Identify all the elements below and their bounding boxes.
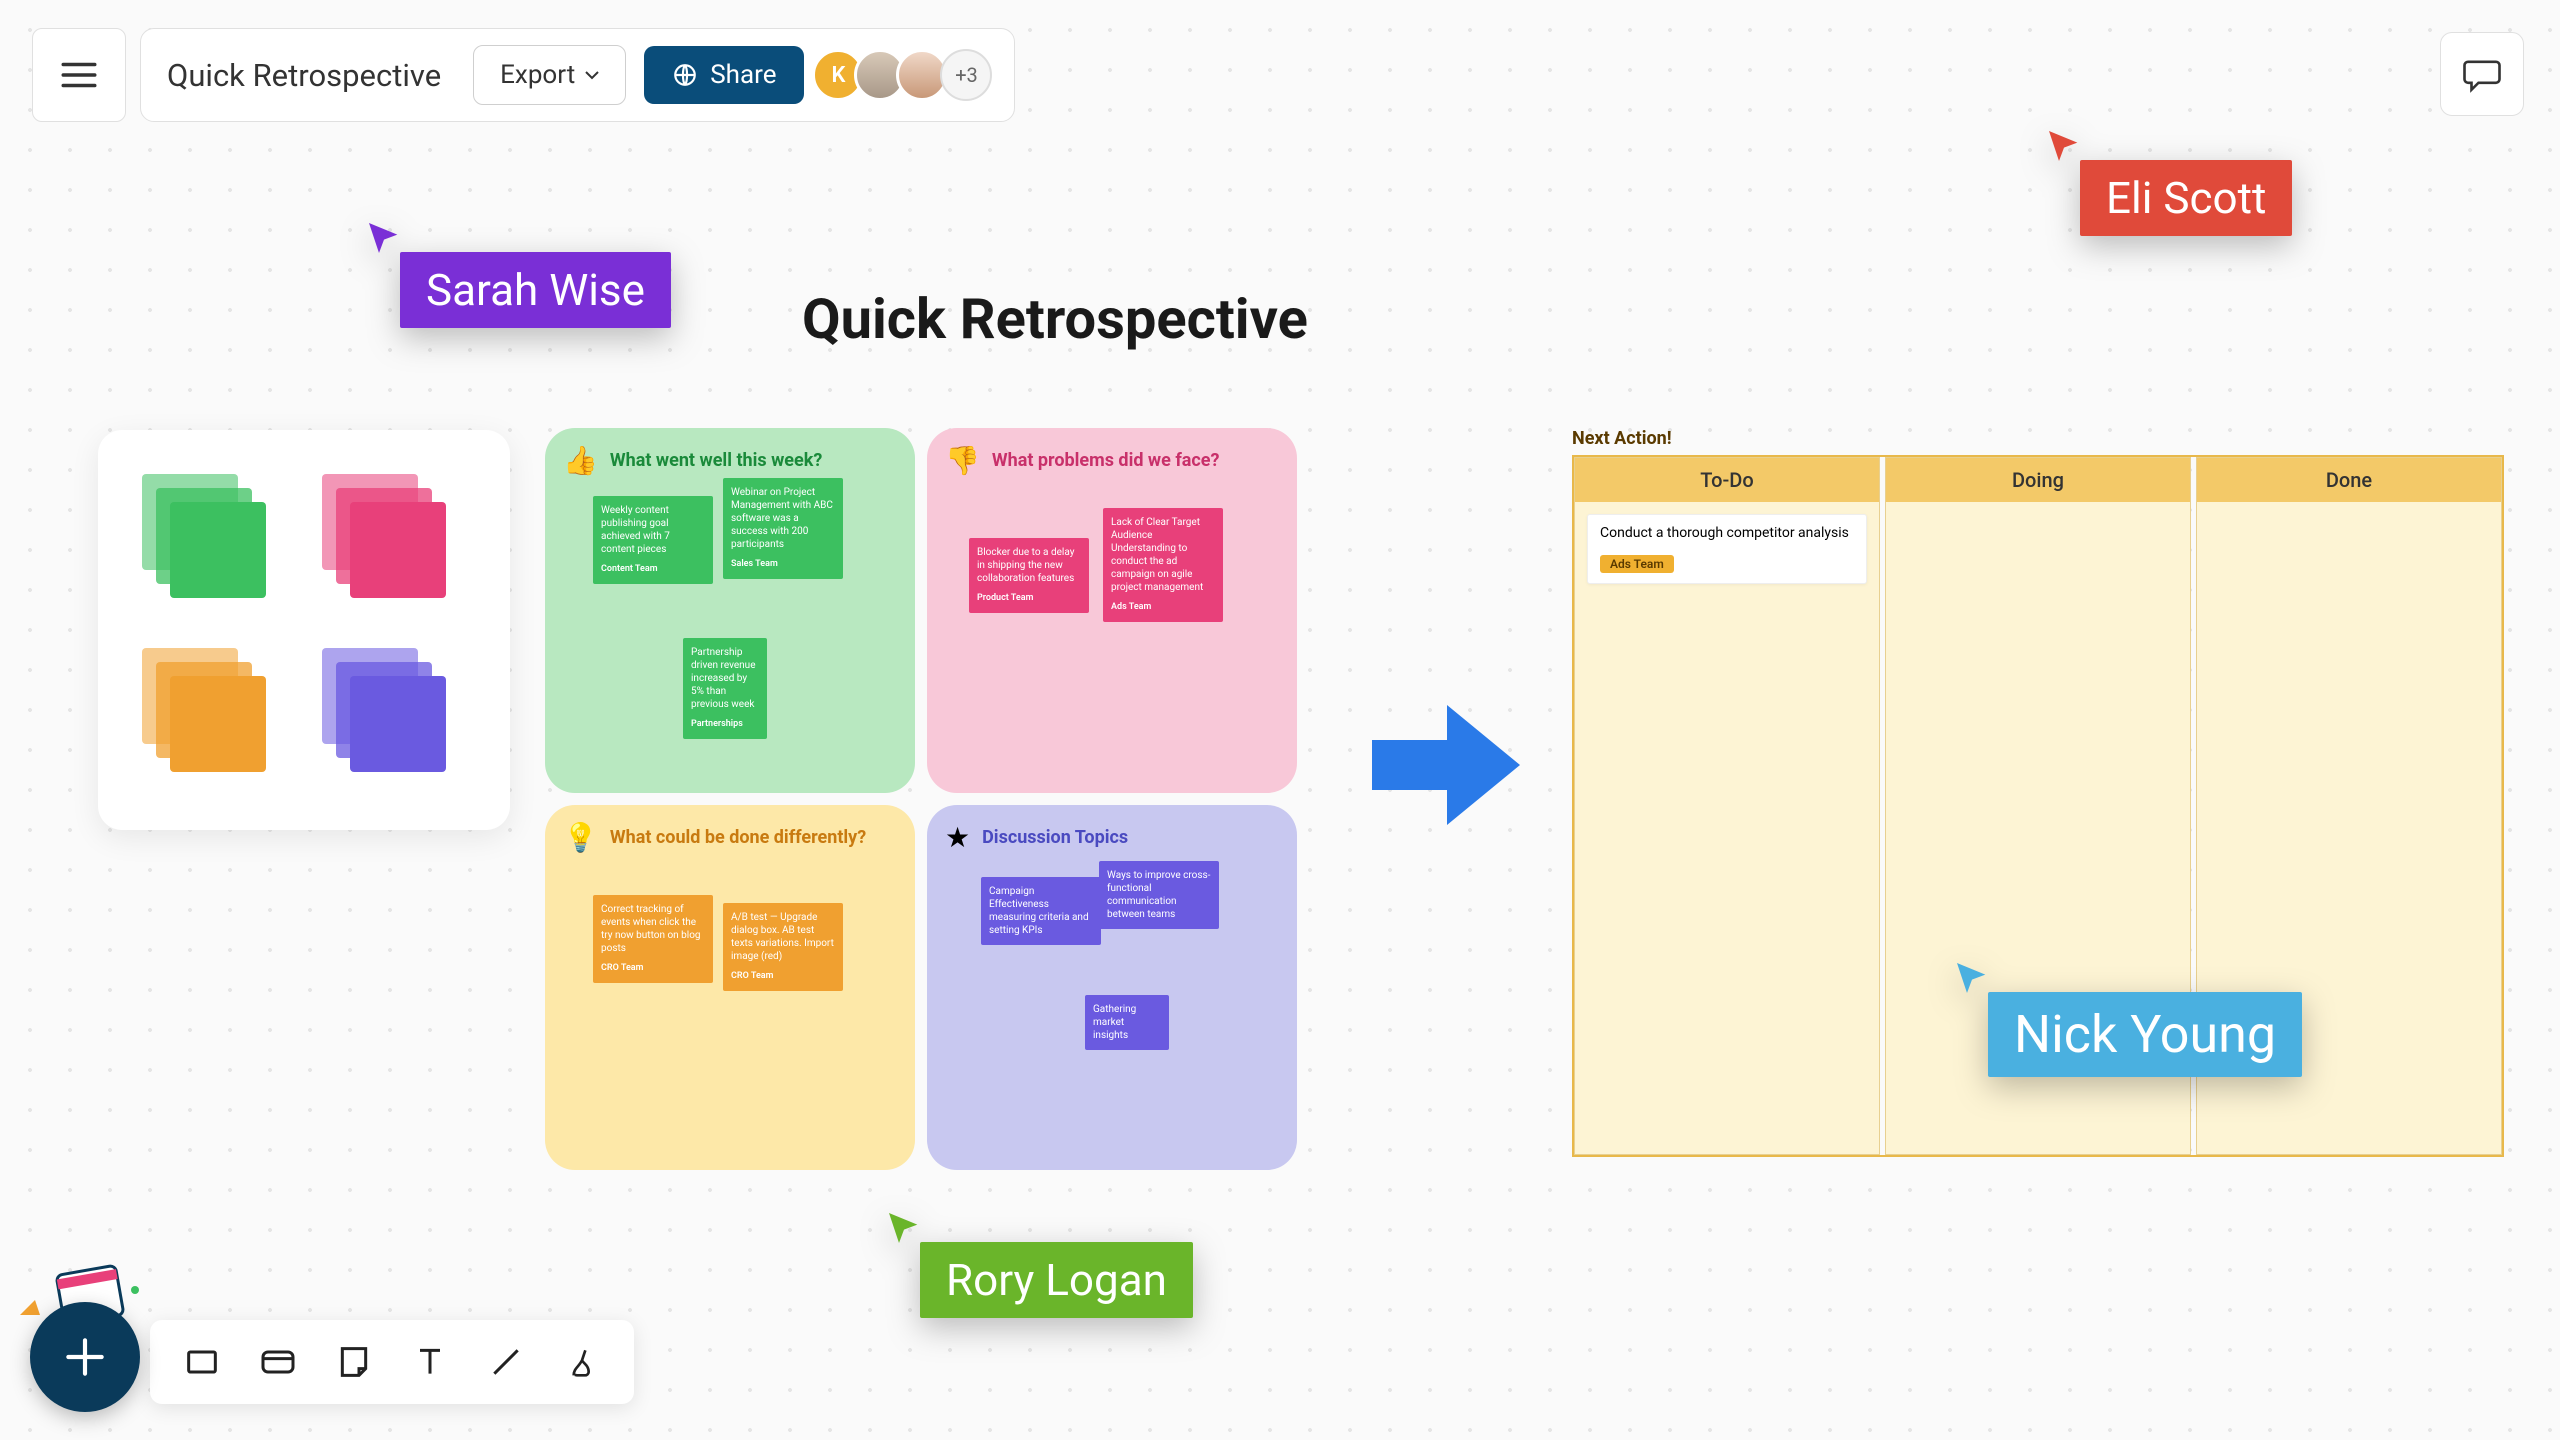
kanban-title: Next Action! xyxy=(1572,428,2504,449)
kanban-column-header: To-Do xyxy=(1575,458,1879,502)
sticky-note[interactable]: Campaign Effectiveness measuring criteri… xyxy=(981,877,1101,945)
kanban-card-tag: Ads Team xyxy=(1600,555,1674,573)
retro-icon: 👍 xyxy=(563,444,598,477)
retro-grid: 👍 What went well this week? Weekly content… xyxy=(545,428,1297,1170)
board-title: Quick Retrospective xyxy=(802,286,1308,352)
add-button[interactable] xyxy=(30,1302,140,1412)
kanban-column-header: Done xyxy=(2197,458,2501,502)
sticky-note[interactable]: Lack of Clear Target Audience Understand… xyxy=(1103,508,1223,622)
avatar-more[interactable]: +3 xyxy=(940,49,992,101)
sticky-stack-orange[interactable] xyxy=(142,648,262,768)
collaborator-avatars[interactable]: K +3 xyxy=(822,49,992,101)
share-label: Share xyxy=(710,60,776,90)
sticky-note-tool[interactable] xyxy=(330,1338,378,1386)
speech-bubble-icon xyxy=(2461,53,2503,95)
cursor-icon xyxy=(364,218,404,258)
arrow-icon xyxy=(1372,700,1522,830)
chevron-down-icon xyxy=(585,70,599,80)
note-tag: Content Team xyxy=(601,564,705,576)
hamburger-menu[interactable] xyxy=(32,28,126,122)
retro-icon: ★ xyxy=(945,821,970,854)
cursor-icon xyxy=(1952,958,1992,998)
kanban-column-header: Doing xyxy=(1886,458,2190,502)
hamburger-icon xyxy=(58,54,100,96)
plus-icon xyxy=(60,1332,110,1382)
sticky-note[interactable]: Ways to improve cross-functional communi… xyxy=(1099,861,1219,929)
retro-card-header: 👎 What problems did we face? xyxy=(945,444,1279,477)
retro-icon: 👎 xyxy=(945,444,980,477)
retro-card-header: 💡 What could be done differently? xyxy=(563,821,897,854)
document-title[interactable]: Quick Retrospective xyxy=(163,57,455,94)
retro-icon: 💡 xyxy=(563,821,598,854)
sticky-note[interactable]: Weekly content publishing goal achieved … xyxy=(593,496,713,584)
note-tag: Ads Team xyxy=(1111,602,1215,614)
sticky-stack-green[interactable] xyxy=(142,474,262,594)
retro-card-title: Discussion Topics xyxy=(982,827,1128,848)
retro-card-3[interactable]: ★ Discussion Topics Campaign Effectiveness… xyxy=(927,805,1297,1170)
text-tool[interactable] xyxy=(406,1338,454,1386)
retro-card-title: What went well this week? xyxy=(610,450,822,471)
card-tool[interactable] xyxy=(254,1338,302,1386)
retro-card-title: What could be done differently? xyxy=(610,827,866,848)
note-tag: CRO Team xyxy=(601,963,705,975)
sticky-palette xyxy=(98,430,510,830)
export-button[interactable]: Export xyxy=(473,45,626,105)
retro-card-1[interactable]: 👎 What problems did we face? Blocker due t… xyxy=(927,428,1297,793)
bottom-toolbar xyxy=(150,1320,634,1404)
share-button[interactable]: Share xyxy=(644,46,804,104)
kanban-column-body[interactable]: Conduct a thorough competitor analysisAd… xyxy=(1575,502,1879,1154)
note-tag: Product Team xyxy=(977,593,1081,605)
rectangle-tool[interactable] xyxy=(178,1338,226,1386)
sticky-stack-pink[interactable] xyxy=(322,474,442,594)
title-pill: Quick Retrospective Export Share K +3 xyxy=(140,28,1015,122)
comments-button[interactable] xyxy=(2440,32,2524,116)
retro-card-0[interactable]: 👍 What went well this week? Weekly content… xyxy=(545,428,915,793)
cursor-icon xyxy=(884,1208,924,1248)
cursor-rory: Rory Logan xyxy=(920,1242,1193,1318)
note-tag: Partnerships xyxy=(691,719,759,731)
cursor-nick: Nick Young xyxy=(1988,992,2302,1077)
sticky-note[interactable]: A/B test — Upgrade dialog box. AB test t… xyxy=(723,903,843,991)
pen-tool[interactable] xyxy=(558,1338,606,1386)
retro-card-title: What problems did we face? xyxy=(992,450,1220,471)
cursor-icon xyxy=(2044,126,2084,166)
kanban-column-to-do[interactable]: To-Do Conduct a thorough competitor analy… xyxy=(1574,457,1880,1155)
sticky-stack-purple[interactable] xyxy=(322,648,442,768)
cursor-eli: Eli Scott xyxy=(2080,160,2292,236)
note-tag: Sales Team xyxy=(731,559,835,571)
sticky-note[interactable]: Partnership driven revenue increased by … xyxy=(683,638,767,739)
line-tool[interactable] xyxy=(482,1338,530,1386)
retro-card-header: 👍 What went well this week? xyxy=(563,444,897,477)
cursor-sarah: Sarah Wise xyxy=(400,252,671,328)
kanban-card[interactable]: Conduct a thorough competitor analysisAd… xyxy=(1587,514,1867,584)
note-tag: CRO Team xyxy=(731,971,835,983)
retro-card-2[interactable]: 💡 What could be done differently? Correct … xyxy=(545,805,915,1170)
sticky-note[interactable]: Correct tracking of events when click th… xyxy=(593,895,713,983)
sticky-note[interactable]: Blocker due to a delay in shipping the n… xyxy=(969,538,1089,613)
globe-icon xyxy=(672,62,698,88)
sticky-note[interactable]: Gathering market insights xyxy=(1085,995,1169,1050)
sticky-note[interactable]: Webinar on Project Management with ABC s… xyxy=(723,478,843,579)
retro-card-header: ★ Discussion Topics xyxy=(945,821,1279,854)
export-label: Export xyxy=(500,60,575,90)
